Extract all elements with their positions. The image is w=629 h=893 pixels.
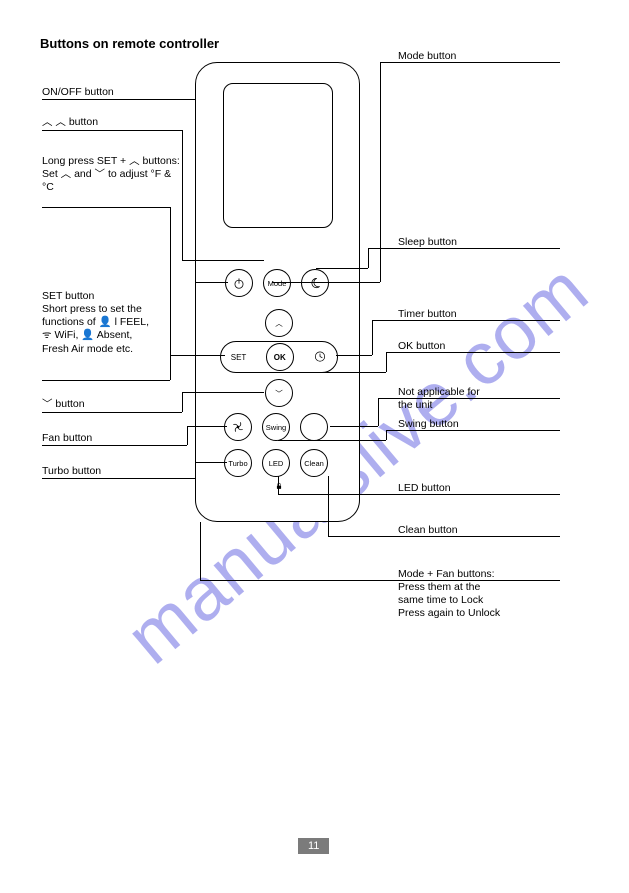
leader	[316, 268, 368, 269]
moon-icon	[308, 276, 322, 290]
chevron-up-icon: ︿	[275, 318, 283, 329]
leader	[42, 99, 195, 100]
leader	[368, 248, 369, 268]
ok-button[interactable]: OK	[266, 343, 294, 371]
label-swing: Swing button	[398, 418, 459, 431]
power-button[interactable]	[225, 269, 253, 297]
label-timer: Timer button	[398, 308, 457, 321]
leader	[42, 412, 182, 413]
leader	[372, 320, 373, 355]
leader	[386, 352, 387, 372]
label-mode: Mode button	[398, 50, 456, 63]
label-clean: Clean button	[398, 524, 458, 537]
label-power: ON/OFF button	[42, 86, 182, 99]
up-button[interactable]: ︿	[265, 309, 293, 337]
leader	[187, 426, 188, 445]
leader	[278, 476, 279, 494]
leader	[195, 99, 196, 282]
label-lock-combo: Mode + Fan buttons: Press them at the sa…	[398, 568, 568, 621]
page: Buttons on remote controller manualslive…	[0, 0, 629, 893]
leader	[368, 248, 560, 249]
power-icon	[232, 276, 246, 290]
leader	[42, 130, 182, 131]
chevron-down-icon: ﹀	[42, 398, 53, 410]
label-ok: OK button	[398, 340, 445, 353]
label-down-text: button	[55, 398, 84, 410]
button-row-3: Swing	[224, 413, 328, 441]
leader	[170, 355, 171, 380]
label-blank: Not applicable for the unit	[398, 386, 558, 412]
label-led: LED button	[398, 482, 451, 495]
leader	[182, 260, 264, 261]
blank-button[interactable]	[300, 413, 328, 441]
chevron-down-icon: ﹀	[275, 388, 283, 399]
label-down: ﹀ button	[42, 398, 182, 411]
leader	[187, 426, 227, 427]
leader	[42, 380, 170, 381]
leader	[42, 445, 187, 446]
fan-button[interactable]	[224, 413, 252, 441]
button-row-4: Turbo LED Clean	[224, 449, 328, 477]
swing-button[interactable]: Swing	[262, 413, 290, 441]
chevron-up-icon: ︿	[42, 116, 53, 128]
leader	[42, 207, 170, 208]
leader	[336, 355, 372, 356]
down-button[interactable]: ﹀	[265, 379, 293, 407]
leader	[272, 282, 380, 283]
fan-icon	[231, 420, 245, 434]
page-number: 11	[298, 838, 329, 854]
remote-body: Mode ︿ SET OK ﹀	[195, 62, 360, 522]
leader	[195, 462, 227, 463]
set-ok-timer-group: SET OK	[220, 341, 338, 373]
clock-icon	[313, 349, 327, 363]
label-up: ︿ ︿ button	[42, 116, 182, 129]
label-turbo: Turbo button	[42, 465, 182, 478]
label-set-long: Long press SET + ︿ buttons: Set ︿ and ﹀ …	[42, 155, 192, 194]
led-button[interactable]: LED	[262, 449, 290, 477]
leader	[386, 430, 387, 440]
label-set-short: SET button Short press to set the functi…	[42, 290, 192, 356]
leader	[380, 62, 381, 282]
mode-button[interactable]: Mode	[263, 269, 291, 297]
leader	[42, 478, 195, 479]
leader	[294, 372, 386, 373]
leader	[182, 392, 183, 412]
leader	[330, 426, 378, 427]
leader	[200, 522, 201, 580]
leader	[182, 392, 264, 393]
leader	[378, 398, 379, 426]
label-fan: Fan button	[42, 432, 182, 445]
turbo-button[interactable]: Turbo	[224, 449, 252, 477]
label-sleep: Sleep button	[398, 236, 457, 249]
leader	[328, 476, 329, 536]
lock-icon	[274, 481, 284, 494]
leader	[278, 440, 386, 441]
button-row-1: Mode	[225, 269, 329, 297]
leader	[195, 282, 228, 283]
page-title: Buttons on remote controller	[40, 36, 219, 51]
leader	[170, 355, 225, 356]
label-up-text: ︿ button	[55, 116, 98, 128]
sleep-button[interactable]	[301, 269, 329, 297]
remote-screen	[223, 83, 333, 228]
leader	[195, 462, 196, 478]
leader	[182, 130, 183, 260]
clean-button[interactable]: Clean	[300, 449, 328, 477]
timer-button[interactable]	[313, 349, 327, 365]
set-button[interactable]: SET	[231, 353, 247, 362]
